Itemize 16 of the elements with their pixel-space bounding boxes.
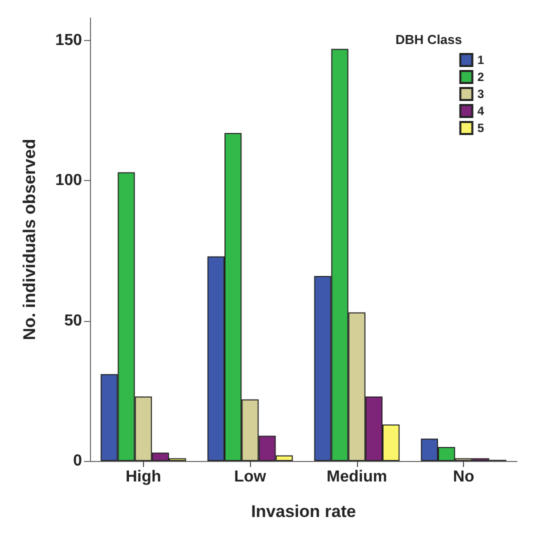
legend-title: DBH Class [396, 32, 462, 47]
legend-label: 1 [477, 53, 484, 67]
x-axis-title: Invasion rate [251, 502, 356, 521]
y-tick-label: 100 [55, 172, 82, 190]
x-tick-label: Medium [326, 468, 388, 486]
x-tick-label: Low [234, 468, 267, 486]
legend-label: 5 [477, 121, 484, 135]
y-tick-label: 0 [73, 452, 82, 470]
x-tick-label: High [126, 468, 162, 486]
legend-label: 2 [477, 70, 484, 84]
y-tick-label: 150 [55, 32, 82, 49]
x-tick-label: No [452, 468, 475, 486]
legend-label: 4 [477, 104, 484, 118]
y-tick-label: 50 [64, 312, 82, 330]
y-axis-title: No. individuals observed [20, 138, 39, 340]
legend-label: 3 [477, 87, 484, 101]
